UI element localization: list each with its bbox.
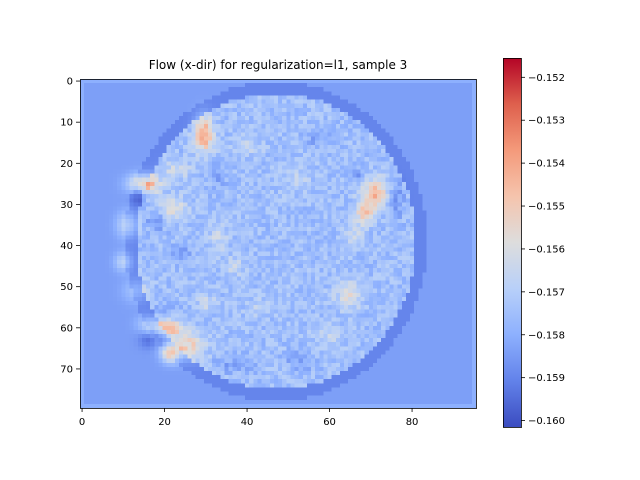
heatmap-frame <box>80 79 477 409</box>
colorbar-tick-label: −0.154 <box>528 159 565 170</box>
y-tick-label: 0 <box>67 77 73 88</box>
y-tick-label: 50 <box>60 282 73 293</box>
x-tick-label: 0 <box>79 417 85 428</box>
y-tick-label: 30 <box>60 200 73 211</box>
y-tick-label: 70 <box>60 364 73 375</box>
y-tick-label: 10 <box>60 118 73 129</box>
chart-title: Flow (x-dir) for regularization=l1, samp… <box>149 58 408 72</box>
heatmap-image <box>80 79 476 408</box>
colorbar-tick-label: −0.155 <box>528 202 565 213</box>
x-tick-label: 60 <box>323 417 336 428</box>
colorbar <box>503 58 521 427</box>
x-axis: 0 20 40 60 80 <box>79 408 419 428</box>
x-tick-label: 40 <box>241 417 254 428</box>
colorbar-tick-label: −0.157 <box>528 287 565 298</box>
y-tick-label: 20 <box>60 159 73 170</box>
colorbar-tick-label: −0.153 <box>528 116 565 127</box>
colorbar-frame <box>503 58 522 428</box>
y-tick-label: 40 <box>60 241 73 252</box>
colorbar-tick-label: −0.152 <box>528 73 565 84</box>
x-tick-label: 20 <box>158 417 171 428</box>
colorbar-tick-label: −0.156 <box>528 244 565 255</box>
y-axis: 0 10 20 30 40 50 60 70 <box>60 77 80 375</box>
y-tick-label: 60 <box>60 323 73 334</box>
colorbar-tick-label: −0.158 <box>528 330 565 341</box>
colorbar-tick-label: −0.159 <box>528 373 565 384</box>
colorbar-axis: −0.152 −0.153 −0.154 −0.155 −0.156 −0.157 −0.1… <box>521 73 565 427</box>
colorbar-tick-label: −0.160 <box>528 416 565 427</box>
heatmap-area <box>80 79 476 408</box>
x-tick-label: 80 <box>406 417 419 428</box>
